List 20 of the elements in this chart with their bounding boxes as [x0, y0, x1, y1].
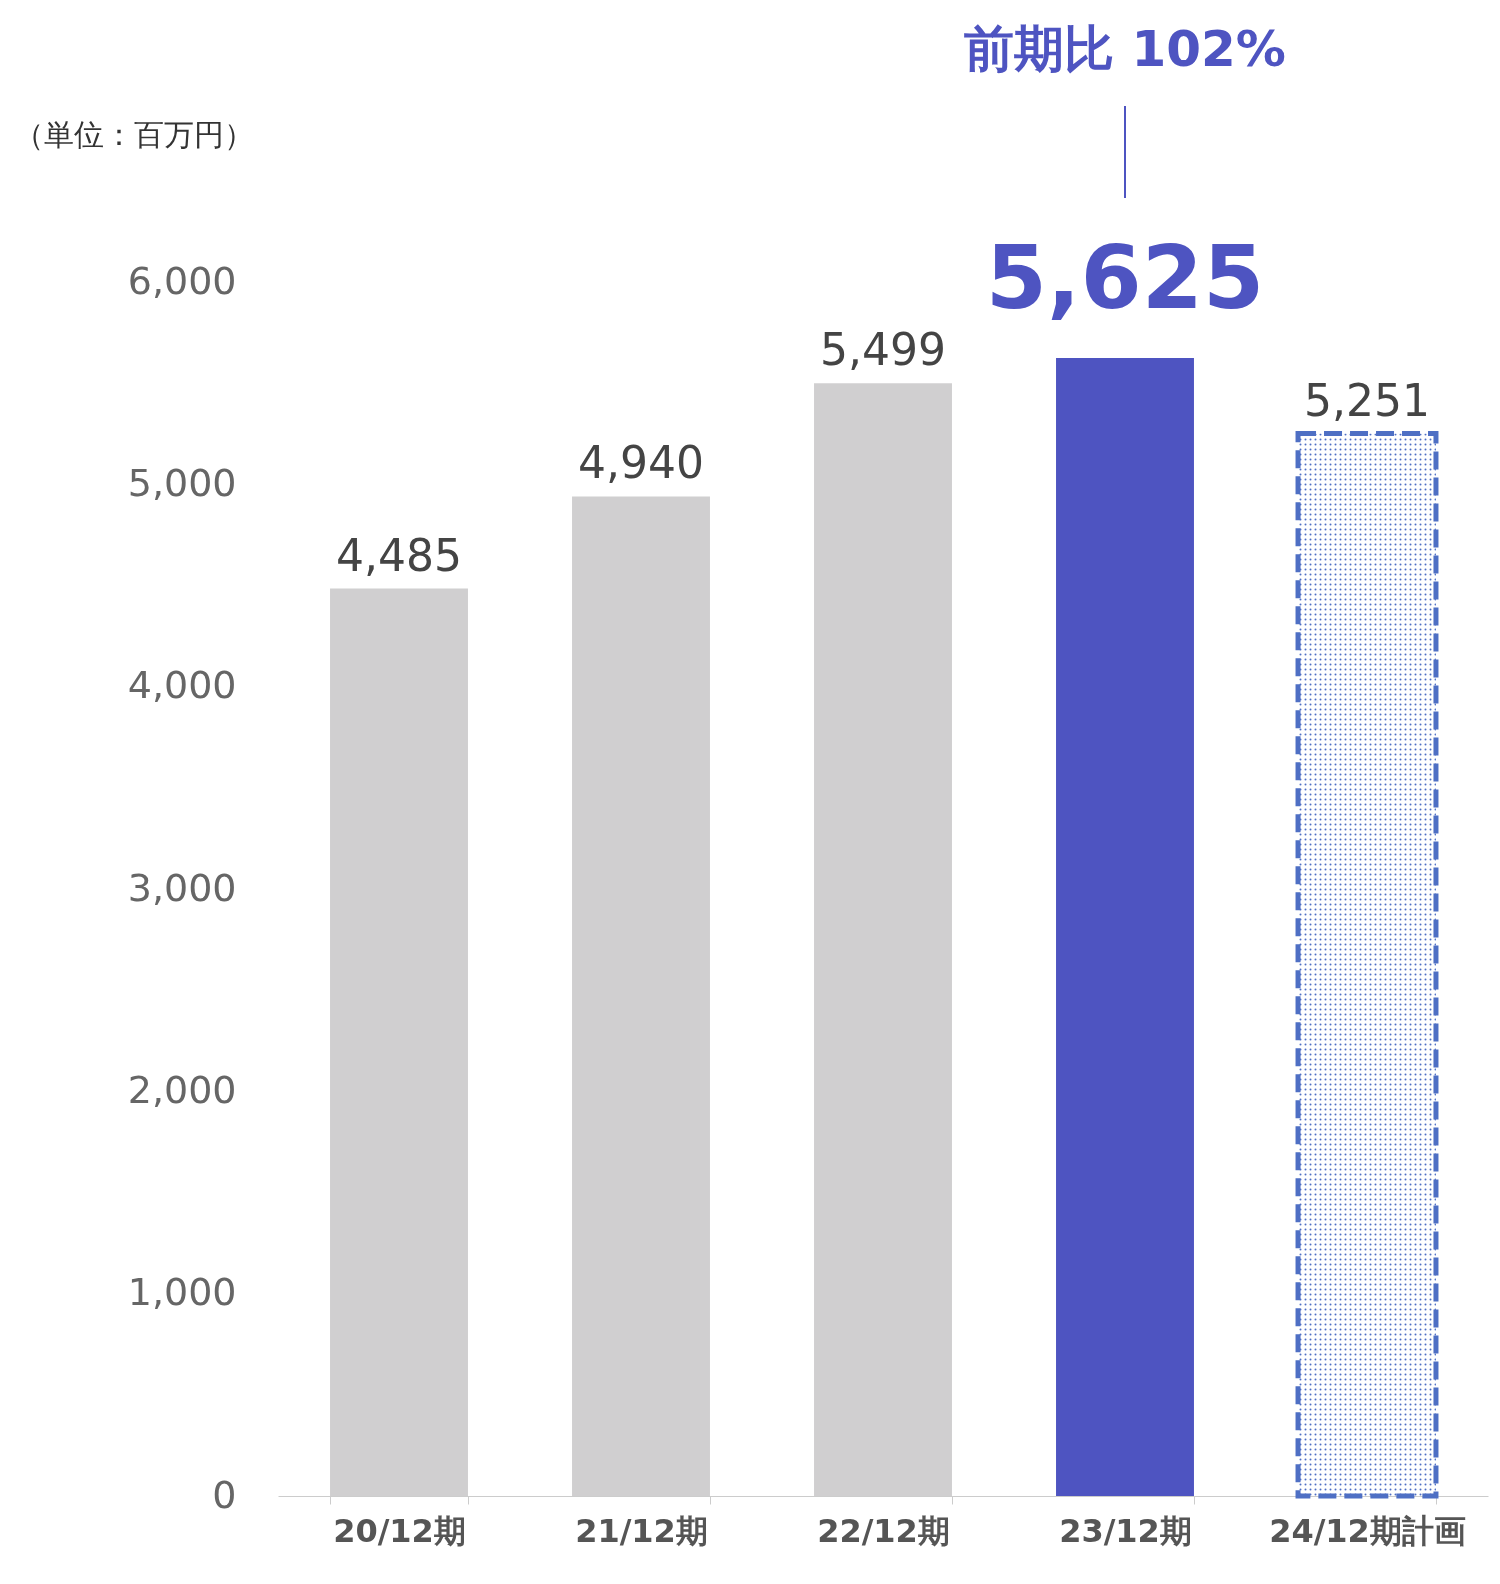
bar: [1056, 357, 1194, 1496]
y-tick-label: 1,000: [127, 1270, 237, 1315]
data-label: 5,251: [1304, 374, 1430, 426]
y-tick-label: 6,000: [127, 258, 237, 303]
x-tick-label: 20/12期: [333, 1511, 466, 1550]
y-tick-label: 4,000: [127, 663, 237, 708]
y-tick-label: 2,000: [127, 1067, 237, 1112]
data-label: 4,485: [336, 529, 462, 581]
text: 前期比 102%: [964, 19, 1286, 78]
x-tick-label: 21/12期: [575, 1511, 708, 1550]
y-axis-title: （単位：百万円）: [13, 116, 254, 152]
data-label: 5,499: [820, 324, 946, 376]
data-label: 4,940: [578, 437, 704, 489]
y-tick-label: 3,000: [127, 865, 237, 910]
y-tick-label: 0: [212, 1472, 237, 1517]
x-tick-label: 23/12期: [1059, 1511, 1192, 1550]
x-tick-label: 22/12期: [817, 1511, 950, 1550]
x-tick-label: 24/12期計画: [1269, 1511, 1466, 1550]
y-tick-label: 5,000: [127, 460, 237, 505]
data-label: 5,625: [985, 225, 1265, 329]
